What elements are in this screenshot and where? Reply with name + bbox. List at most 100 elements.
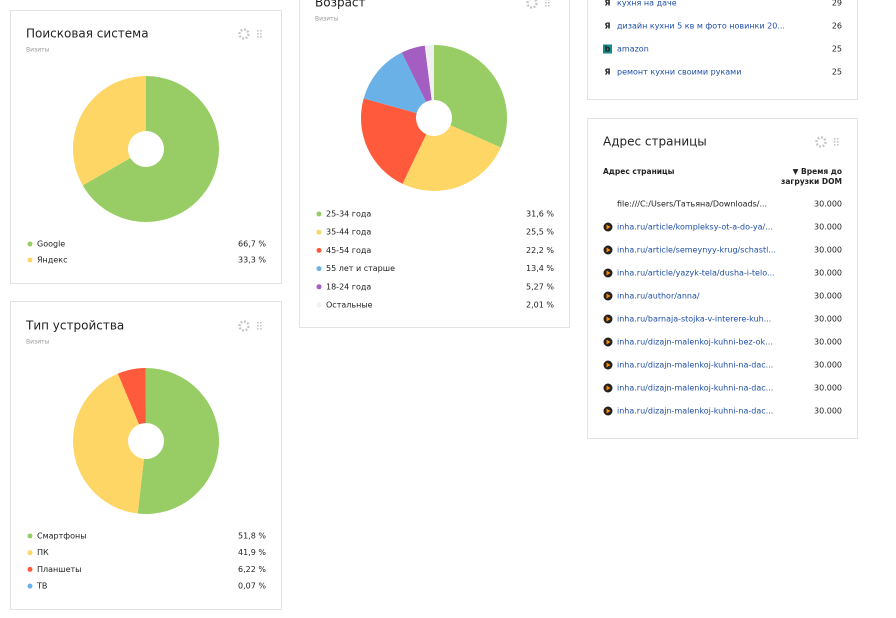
drag-handle — [837, 138, 839, 140]
legend-value: 5,27 % — [526, 282, 554, 291]
legend-label: 25-34 года — [326, 210, 371, 219]
legend-value: 0,07 % — [238, 582, 266, 591]
engine-icon: Я — [604, 22, 610, 31]
load-time: 30.000 — [814, 338, 842, 347]
pie-slice — [117, 368, 146, 425]
site-icon — [606, 224, 611, 230]
legend-label: Яндекс — [37, 256, 67, 265]
pie-slice — [424, 45, 434, 101]
engine-icon: b — [605, 45, 611, 54]
load-time: 30.000 — [814, 292, 842, 301]
load-time: 30.000 — [814, 246, 842, 255]
engine-icon: Я — [604, 0, 610, 8]
legend-value: 2,01 % — [526, 301, 554, 310]
pie-slice — [82, 76, 219, 222]
url-link: inha.ru/barnaja-stojka-v-interere-kuh... — [617, 315, 771, 324]
phrase-link: дизайн кухни 5 кв м фото новинки 20... — [617, 22, 785, 31]
drag-handle — [834, 141, 836, 143]
card — [10, 10, 282, 284]
phrase-value: 26 — [832, 22, 842, 31]
legend-value: 33,3 % — [238, 256, 266, 265]
url-link: inha.ru/dizajn-malenkoj-kuhni-na-dac... — [617, 407, 773, 416]
drag-handle — [257, 30, 259, 32]
pie-slice — [402, 125, 501, 191]
phrase-value: 25 — [832, 45, 842, 54]
drag-handle — [260, 30, 262, 32]
pie-slice — [73, 373, 144, 514]
drag-handle — [548, 0, 550, 1]
legend-value: 31,6 % — [526, 210, 554, 219]
load-time: 30.000 — [814, 223, 842, 232]
url-link: inha.ru/author/anna/ — [617, 292, 700, 301]
load-time: 30.000 — [814, 269, 842, 278]
legend-swatch — [27, 550, 33, 556]
legend-swatch — [316, 284, 322, 290]
drag-handle — [260, 33, 262, 35]
site-icon — [606, 270, 611, 276]
card — [587, 0, 858, 100]
legend-swatch — [27, 566, 33, 572]
settings-icon — [238, 28, 250, 40]
drag-handle — [257, 33, 259, 35]
site-icon — [606, 339, 611, 345]
legend-swatch — [27, 533, 33, 539]
legend-swatch — [316, 302, 322, 308]
pie-slice — [137, 368, 220, 514]
legend-value: 51,8 % — [238, 532, 266, 541]
drag-handle — [834, 144, 836, 146]
phrase-link: ремонт кухни своими руками — [617, 68, 741, 77]
phrase-link: кухня на даче — [617, 0, 677, 8]
legend-value: 41,9 % — [238, 548, 266, 557]
drag-handle — [837, 144, 839, 146]
drag-handle — [545, 5, 547, 7]
engine-icon — [603, 44, 612, 54]
url-link: inha.ru/article/semeynyy-krug/schastl... — [617, 246, 776, 255]
load-time: 30.000 — [814, 361, 842, 370]
site-icon — [606, 385, 611, 391]
drag-handle — [260, 325, 262, 327]
pie-slice — [363, 52, 427, 114]
drag-handle — [837, 141, 839, 143]
url-link: inha.ru/article/yazyk-tela/dusha-i-telo.… — [617, 269, 775, 278]
pie-slice — [434, 45, 507, 148]
legend-swatch — [27, 583, 33, 589]
widget-title: Тип устройства — [25, 319, 124, 333]
legend-swatch — [316, 229, 322, 235]
load-time: 30.000 — [814, 384, 842, 393]
pie-slice — [401, 45, 432, 102]
legend-value: 22,2 % — [526, 246, 554, 255]
legend-label: 18-24 года — [326, 282, 371, 291]
url-link: inha.ru/dizajn-malenkoj-kuhni-na-dac... — [617, 384, 773, 393]
card — [587, 118, 858, 439]
legend-label: Google — [37, 240, 65, 249]
column-header: ▼ Время до — [793, 167, 842, 176]
legend-value: 25,5 % — [526, 228, 554, 237]
load-time: 30.000 — [814, 200, 842, 209]
card — [10, 301, 282, 610]
phrase-value: 25 — [832, 68, 842, 77]
drag-handle — [260, 328, 262, 330]
drag-handle — [834, 138, 836, 140]
phrase-link: amazon — [617, 45, 649, 54]
legend-value: 6,22 % — [238, 565, 266, 574]
drag-handle — [545, 0, 547, 1]
widget-title: Адрес страницы — [603, 135, 707, 149]
legend-label: Смартфоны — [37, 532, 87, 541]
phrase-value: 29 — [832, 0, 842, 8]
widget-subtitle: Визиты — [26, 47, 50, 54]
drag-handle — [257, 322, 259, 324]
pie-slice — [361, 98, 427, 184]
legend-label: ПК — [37, 548, 49, 557]
legend-label: 35-44 года — [326, 228, 371, 237]
legend-label: 55 лет и старше — [326, 264, 395, 273]
legend-value: 66,7 % — [238, 240, 266, 249]
drag-handle — [548, 5, 550, 7]
drag-handle — [545, 2, 547, 4]
legend-label: 45-54 года — [326, 246, 371, 255]
legend-value: 13,4 % — [526, 264, 554, 273]
site-icon — [606, 362, 611, 368]
legend-label: Остальные — [326, 301, 373, 310]
widget-title: Поисковая система — [26, 27, 149, 41]
drag-handle — [260, 36, 262, 38]
